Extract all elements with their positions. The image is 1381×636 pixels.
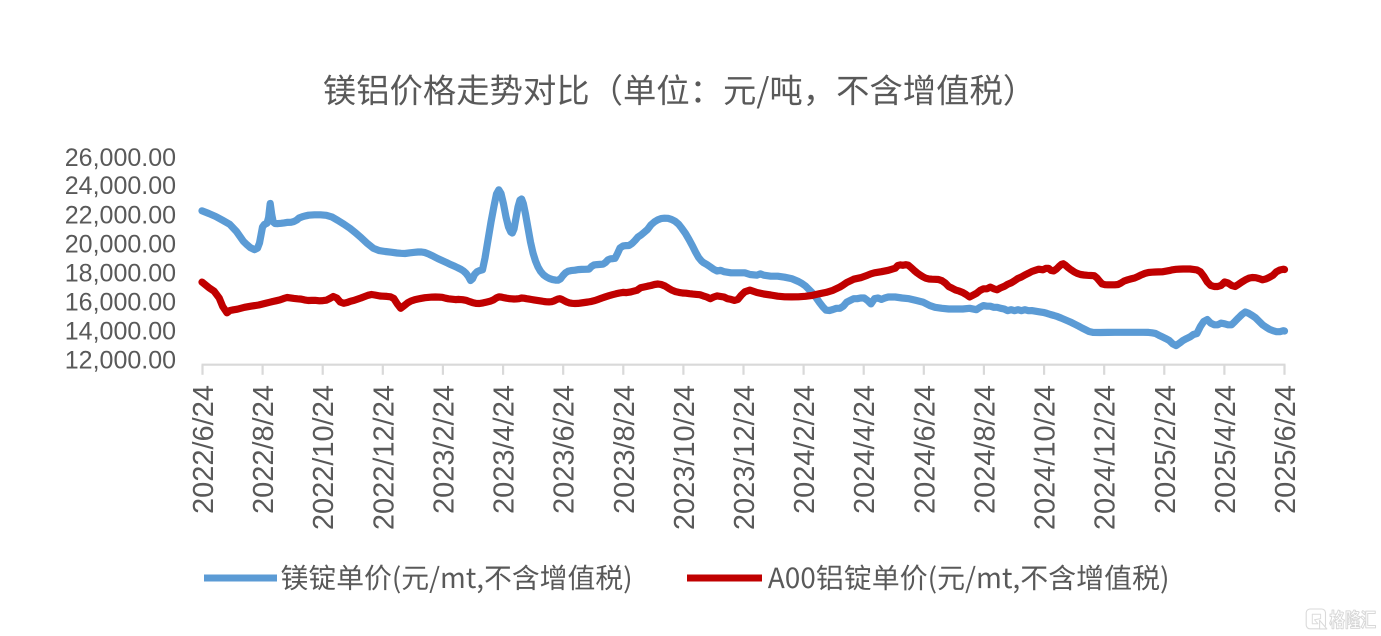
svg-text:2023/2/24: 2023/2/24: [428, 385, 460, 514]
svg-text:2024/12/24: 2024/12/24: [1090, 385, 1122, 530]
svg-text:2022/6/24: 2022/6/24: [188, 385, 220, 514]
svg-text:2025/6/24: 2025/6/24: [1270, 385, 1302, 514]
svg-text:2024/2/24: 2024/2/24: [789, 385, 821, 514]
svg-text:24,000.00: 24,000.00: [65, 172, 176, 200]
svg-text:2023/4/24: 2023/4/24: [489, 385, 521, 514]
svg-text:18,000.00: 18,000.00: [65, 259, 176, 287]
svg-text:2024/6/24: 2024/6/24: [909, 385, 941, 514]
svg-text:2023/10/24: 2023/10/24: [669, 385, 701, 530]
svg-text:2025/2/24: 2025/2/24: [1150, 385, 1182, 514]
svg-text:2025/4/24: 2025/4/24: [1210, 385, 1242, 514]
svg-text:2023/12/24: 2023/12/24: [729, 385, 761, 530]
svg-text:22,000.00: 22,000.00: [65, 201, 176, 229]
svg-text:12,000.00: 12,000.00: [65, 347, 176, 375]
svg-text:2023/6/24: 2023/6/24: [549, 385, 581, 514]
svg-text:16,000.00: 16,000.00: [65, 289, 176, 317]
svg-text:2024/8/24: 2024/8/24: [969, 385, 1001, 514]
svg-text:2022/12/24: 2022/12/24: [368, 385, 400, 530]
svg-text:2023/8/24: 2023/8/24: [609, 385, 641, 514]
svg-text:2024/10/24: 2024/10/24: [1030, 385, 1062, 530]
svg-text:20,000.00: 20,000.00: [65, 230, 176, 258]
svg-text:2024/4/24: 2024/4/24: [849, 385, 881, 514]
svg-text:2022/8/24: 2022/8/24: [248, 385, 280, 514]
svg-text:2022/10/24: 2022/10/24: [308, 385, 340, 530]
svg-text:14,000.00: 14,000.00: [65, 318, 176, 346]
svg-text:26,000.00: 26,000.00: [65, 144, 176, 172]
